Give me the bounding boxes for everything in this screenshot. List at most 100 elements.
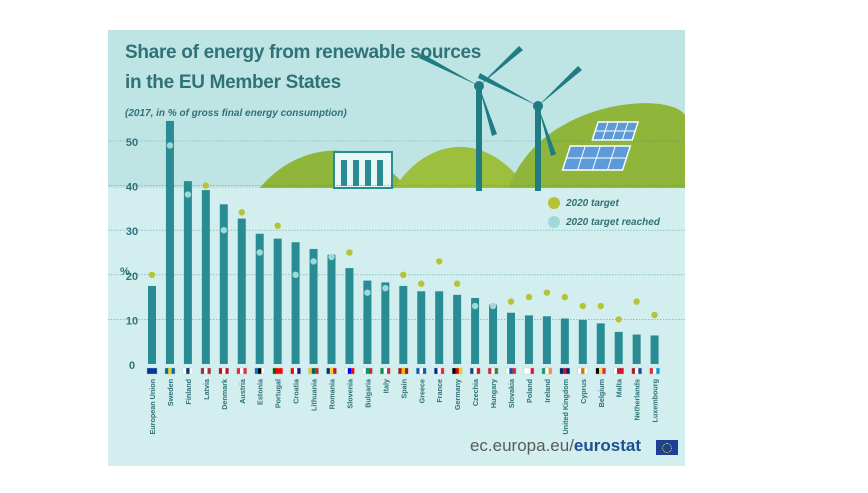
y-tick-label: 10 — [126, 315, 138, 327]
country-flag — [577, 367, 588, 375]
bar — [291, 242, 300, 364]
bar — [237, 218, 246, 364]
country-flag — [416, 367, 427, 375]
legend-item-reached: 2020 target reached — [548, 216, 660, 228]
category-label: Luxembourg — [651, 379, 660, 423]
country-flag — [326, 367, 337, 375]
category-label: Hungary — [489, 379, 498, 408]
bar — [524, 315, 533, 364]
eu-flag-icon — [656, 440, 678, 455]
legend-label-target: 2020 target — [566, 197, 619, 209]
y-tick-label: 40 — [126, 182, 138, 194]
country-flag — [398, 367, 409, 375]
country-flag — [290, 367, 301, 375]
target-dot — [507, 298, 515, 305]
bar — [381, 282, 390, 364]
category-label: Denmark — [220, 379, 229, 410]
bar — [183, 181, 192, 364]
target-dot — [418, 280, 425, 287]
country-flag — [434, 367, 445, 375]
category-label: European Union — [148, 379, 157, 435]
legend-label-reached: 2020 target reached — [566, 216, 660, 228]
infographic-card: 0 10 20 30 40 50 European Union Sweden Finland L… — [108, 30, 685, 466]
reached-dot — [220, 227, 227, 234]
country-flag — [649, 367, 660, 375]
chart-title-line-2: in the EU Member States — [125, 72, 341, 93]
category-label: Lithuania — [310, 378, 319, 411]
category-label: Germany — [453, 379, 462, 410]
wind-turbine-icon — [419, 46, 523, 191]
country-flag — [541, 367, 553, 375]
reached-dot — [489, 302, 497, 310]
country-flag — [451, 367, 463, 375]
target-dot — [579, 302, 586, 310]
bar — [650, 335, 659, 364]
country-flag — [308, 367, 319, 375]
bar — [345, 268, 354, 364]
bar — [614, 331, 623, 364]
category-label: France — [435, 379, 444, 403]
country-flag — [344, 367, 355, 375]
bar — [148, 285, 156, 364]
bar — [578, 319, 587, 364]
category-label: United Kingdom — [561, 379, 570, 435]
country-flag — [559, 367, 571, 375]
target-dot — [615, 316, 622, 323]
reached-dot — [292, 271, 299, 278]
target-dot — [202, 182, 210, 189]
country-flag — [469, 367, 481, 375]
source-prefix: ec.europa.eu/ — [469, 436, 574, 455]
category-label: Cyprus — [579, 379, 588, 404]
reached-dot — [328, 253, 335, 261]
target-dot — [543, 289, 551, 296]
category-label: Slovakia — [507, 378, 516, 408]
category-label: Bulgaria — [363, 378, 372, 408]
bar — [255, 233, 264, 364]
country-flag — [380, 367, 391, 375]
category-label: Spain — [399, 379, 408, 399]
chart: 0 10 20 30 40 50 European Union Sweden Finland L… — [108, 30, 685, 466]
country-flag — [236, 367, 247, 375]
category-label: Belgium — [597, 379, 606, 407]
category-label: Romania — [328, 378, 337, 409]
category-label: Latvia — [202, 378, 211, 400]
source-brand: eurostat — [573, 436, 641, 455]
target-dot — [400, 271, 407, 278]
country-flag — [272, 367, 283, 375]
reached-dot-icon — [548, 216, 560, 228]
reached-dot — [310, 258, 317, 265]
solar-panel-icon — [561, 145, 632, 171]
category-label: Finland — [184, 379, 193, 405]
reached-dot — [364, 289, 371, 296]
category-label: Estonia — [256, 378, 265, 405]
bar — [201, 190, 210, 364]
country-flag — [182, 367, 194, 375]
category-label: Sweden — [166, 379, 175, 406]
target-dot — [651, 311, 658, 319]
category-label: Greece — [417, 379, 426, 403]
legend-item-target: 2020 target — [548, 197, 619, 209]
y-tick-label: 20 — [126, 271, 138, 283]
target-dot — [274, 222, 281, 229]
category-label: Croatia — [292, 378, 301, 404]
bar — [560, 318, 569, 364]
y-tick-label: 0 — [129, 360, 135, 372]
bar — [417, 291, 426, 364]
category-label: Slovenia — [345, 378, 354, 409]
category-label: Netherlands — [633, 379, 642, 421]
bar — [309, 248, 318, 364]
bar — [219, 204, 228, 364]
bar — [489, 304, 498, 364]
bar — [542, 316, 551, 364]
target-dot — [148, 271, 156, 278]
bar — [471, 297, 480, 364]
country-flag — [254, 367, 265, 375]
country-flag — [487, 367, 499, 375]
category-label: Czechia — [471, 378, 480, 406]
country-flag — [631, 367, 642, 375]
reached-dot — [184, 191, 192, 198]
target-dot-icon — [548, 197, 560, 209]
category-label: Austria — [238, 378, 247, 404]
y-tick-label: 30 — [126, 226, 138, 238]
reached-dot — [166, 142, 174, 149]
